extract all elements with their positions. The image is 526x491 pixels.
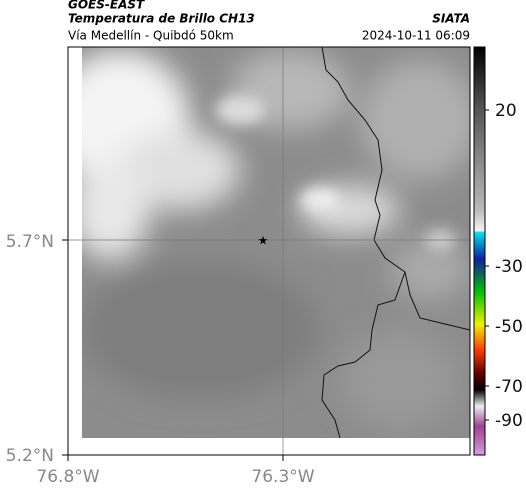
x-label: 76.3°W [251,467,314,487]
colorbar-label: -50 [495,317,523,337]
colorbar-label: -70 [495,377,523,397]
colorbar-label: -90 [495,411,523,431]
y-label: 5.7°N [6,232,54,252]
location: Vía Medellín - Quibdó 50km [68,29,234,43]
datetime: 2024-10-11 06:09 [362,29,470,43]
colorbar-label: -30 [495,257,523,277]
map-frame [67,46,471,456]
location-marker: ★ [258,234,269,248]
source: SIATA [432,12,470,26]
y-label: 5.2°N [6,446,54,466]
title: GOES-EAST [68,0,145,12]
colorbar-label: 20 [495,101,517,121]
satellite-image [82,47,470,438]
subtitle: Temperatura de Brillo CH13 [68,12,255,26]
colorbar [473,46,486,456]
x-label: 76.8°W [36,467,99,487]
